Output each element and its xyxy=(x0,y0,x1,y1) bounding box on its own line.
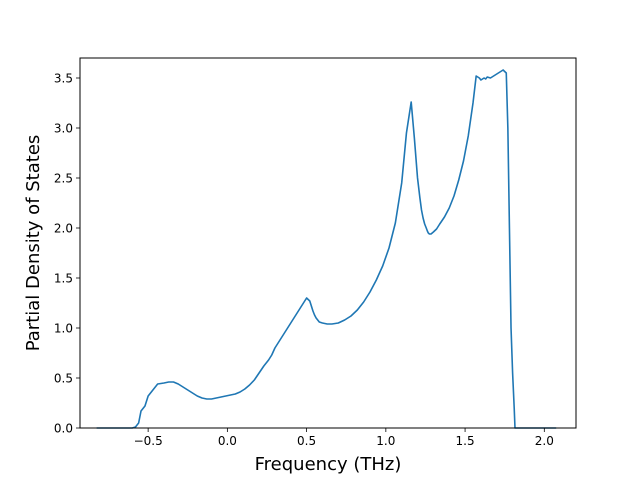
y-axis-ticks: 0.0 0.5 1.0 1.5 2.0 2.5 3.0 3.5 xyxy=(54,71,80,435)
x-tick-label: −0.5 xyxy=(134,434,163,448)
y-tick-label: 1.5 xyxy=(54,271,73,285)
y-tick-label: 0.5 xyxy=(54,371,73,385)
plot-frame xyxy=(79,57,577,429)
series-line-0 xyxy=(96,69,557,429)
x-axis-label: Frequency (THz) xyxy=(255,454,402,475)
y-tick-label: 2.5 xyxy=(54,171,73,185)
x-tick-label: 0.5 xyxy=(297,434,316,448)
x-tick-label: 1.5 xyxy=(456,434,475,448)
y-tick-label: 3.0 xyxy=(54,121,73,135)
y-tick-label: 0.0 xyxy=(54,421,73,435)
x-axis-ticks: −0.5 0.0 0.5 1.0 1.5 2.0 xyxy=(134,428,554,448)
y-axis-label: Partial Density of States xyxy=(23,135,44,352)
y-tick-label: 2.0 xyxy=(54,221,73,235)
x-tick-label: 0.0 xyxy=(218,434,237,448)
x-tick-label: 1.0 xyxy=(376,434,395,448)
series-layer xyxy=(96,69,557,429)
y-tick-label: 1.0 xyxy=(54,321,73,335)
y-tick-label: 3.5 xyxy=(54,71,73,85)
x-tick-label: 2.0 xyxy=(535,434,554,448)
